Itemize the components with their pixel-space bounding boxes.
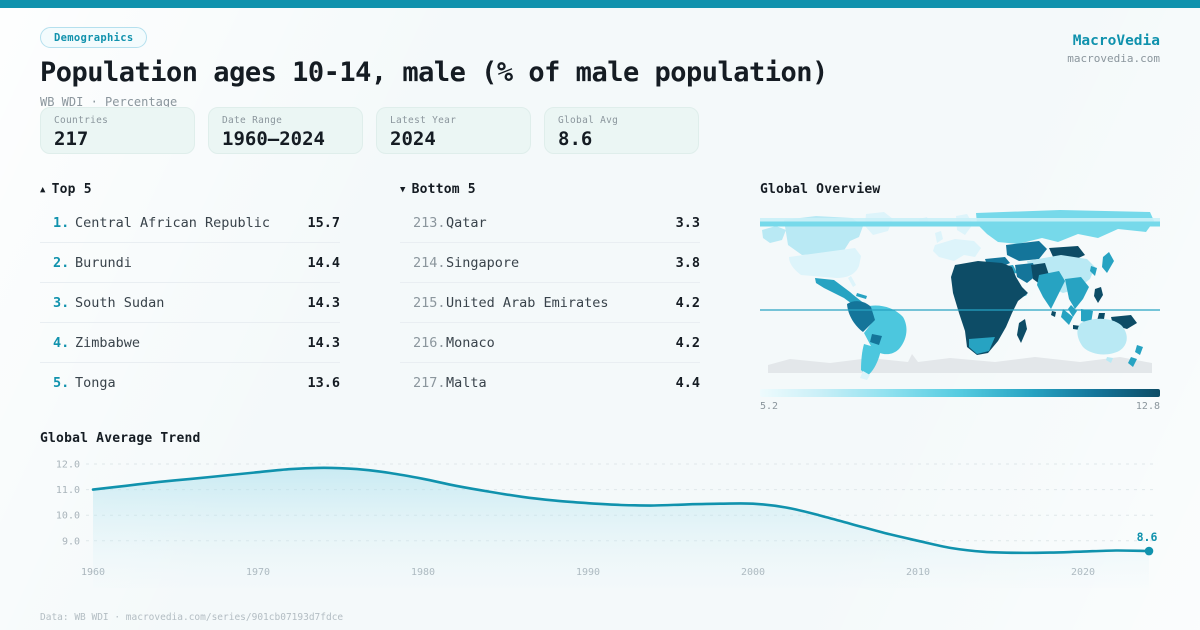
stat-card-global-avg: Global Avg 8.6 — [544, 107, 699, 154]
bottom5-list: ▼ Bottom 5 213. Qatar 3.3 214. Singapore … — [400, 182, 700, 412]
rank: 2. — [53, 254, 70, 271]
table-row: 5. Tonga 13.6 — [40, 363, 340, 403]
country-name: United Arab Emirates — [446, 294, 609, 311]
country-value: 14.3 — [307, 294, 340, 311]
footer-source: Data: WB WDI · macrovedia.com/series/901… — [40, 612, 344, 623]
country-name: Malta — [446, 375, 487, 391]
map-panel: Global Overview — [760, 182, 1160, 412]
table-row: 3. South Sudan 14.3 — [40, 283, 340, 323]
map-north-america — [762, 212, 893, 313]
stat-value: 8.6 — [558, 128, 593, 150]
rank: 1. — [53, 214, 70, 231]
country-name: Zimbabwe — [75, 334, 141, 351]
svg-text:8.6: 8.6 — [1137, 530, 1158, 544]
country-value: 14.4 — [307, 254, 340, 271]
svg-text:9.0: 9.0 — [62, 536, 80, 547]
header: Demographics Population ages 10-14, male… — [40, 26, 828, 109]
rank: 4. — [53, 334, 70, 351]
country-value: 13.6 — [307, 375, 340, 391]
stat-label: Countries — [54, 115, 109, 126]
country-value: 15.7 — [307, 214, 340, 231]
stat-label: Latest Year — [390, 115, 457, 126]
top5-list: ▲ Top 5 1. Central African Republic 15.7 … — [40, 182, 340, 412]
bottom5-header: ▼ Bottom 5 — [400, 182, 700, 197]
stat-card-latest-year: Latest Year 2024 — [376, 107, 531, 154]
table-row: 214. Singapore 3.8 — [400, 243, 700, 283]
legend-min: 5.2 — [760, 401, 779, 412]
country-value: 4.4 — [675, 375, 700, 391]
svg-text:11.0: 11.0 — [56, 485, 80, 496]
map-antarctica — [768, 354, 1152, 373]
rank: 215. — [413, 294, 446, 311]
category-badge: Demographics — [40, 27, 148, 48]
trend-plot: 12.011.010.09.01960197019801990200020102… — [56, 460, 1158, 588]
trend-chart-svg: 12.011.010.09.01960197019801990200020102… — [56, 460, 1158, 588]
country-value: 14.3 — [307, 334, 340, 351]
map-latitude-lines — [760, 218, 1160, 311]
stat-label: Date Range — [222, 115, 283, 126]
rank: 213. — [413, 214, 446, 231]
country-name: Burundi — [75, 254, 132, 271]
country-name: Qatar — [446, 214, 487, 231]
rank: 217. — [413, 375, 446, 391]
page-title: Population ages 10-14, male (% of male p… — [40, 57, 828, 88]
table-row: 4. Zimbabwe 14.3 — [40, 323, 340, 363]
down-triangle-icon: ▼ — [400, 185, 406, 195]
rank: 214. — [413, 254, 446, 271]
map-oceania — [1077, 315, 1143, 367]
table-row: 213. Qatar 3.3 — [400, 203, 700, 243]
country-name: Tonga — [75, 375, 116, 391]
top5-rows: 1. Central African Republic 15.7 2. Buru… — [40, 203, 340, 403]
top-accent-bar — [0, 0, 1200, 8]
brand-block: MacroVedia macrovedia.com — [1067, 33, 1160, 65]
map-title: Global Overview — [760, 182, 881, 197]
svg-text:12.0: 12.0 — [56, 460, 80, 471]
page-subtitle: WB WDI · Percentage — [40, 95, 178, 109]
country-name: Monaco — [446, 334, 495, 351]
country-value: 4.2 — [675, 294, 700, 311]
up-triangle-icon: ▲ — [40, 185, 46, 195]
map-south-america — [847, 301, 907, 380]
content-columns: ▲ Top 5 1. Central African Republic 15.7 … — [40, 182, 1160, 412]
trend-panel: Global Average Trend 12.011.010.09.01960… — [40, 431, 1160, 606]
stat-card-date-range: Date Range 1960—2024 — [208, 107, 363, 154]
country-name: South Sudan — [75, 294, 165, 311]
stat-value: 1960—2024 — [222, 128, 325, 150]
map-africa — [951, 261, 1028, 355]
map-legend: 5.2 12.8 — [760, 401, 1160, 412]
top5-header: ▲ Top 5 — [40, 182, 340, 197]
bottom5-rows: 213. Qatar 3.3 214. Singapore 3.8 215. U… — [400, 203, 700, 403]
country-name: Singapore — [446, 254, 520, 271]
svg-text:10.0: 10.0 — [56, 511, 80, 522]
trend-title: Global Average Trend — [40, 431, 201, 446]
stat-label: Global Avg — [558, 115, 619, 126]
table-row: 1. Central African Republic 15.7 — [40, 203, 340, 243]
rank: 216. — [413, 334, 446, 351]
country-value: 3.3 — [675, 214, 700, 231]
top5-title: Top 5 — [51, 182, 92, 197]
stat-value: 217 — [54, 128, 89, 150]
stat-card-countries: Countries 217 — [40, 107, 195, 154]
stat-value: 2024 — [390, 128, 436, 150]
table-row: 216. Monaco 4.2 — [400, 323, 700, 363]
brand-domain: macrovedia.com — [1067, 52, 1160, 65]
legend-max: 12.8 — [1135, 401, 1160, 412]
table-row: 217. Malta 4.4 — [400, 363, 700, 403]
country-value: 3.8 — [675, 254, 700, 271]
world-map — [760, 210, 1160, 380]
country-value: 4.2 — [675, 334, 700, 351]
rank: 3. — [53, 294, 70, 311]
rank: 5. — [53, 375, 70, 391]
map-colorbar — [760, 389, 1160, 397]
country-name: Central African Republic — [75, 214, 271, 231]
table-row: 2. Burundi 14.4 — [40, 243, 340, 283]
brand-name: MacroVedia — [1072, 33, 1160, 49]
bottom5-title: Bottom 5 — [411, 182, 476, 197]
stat-cards: Countries 217 Date Range 1960—2024 Lates… — [40, 107, 699, 154]
table-row: 215. United Arab Emirates 4.2 — [400, 283, 700, 323]
